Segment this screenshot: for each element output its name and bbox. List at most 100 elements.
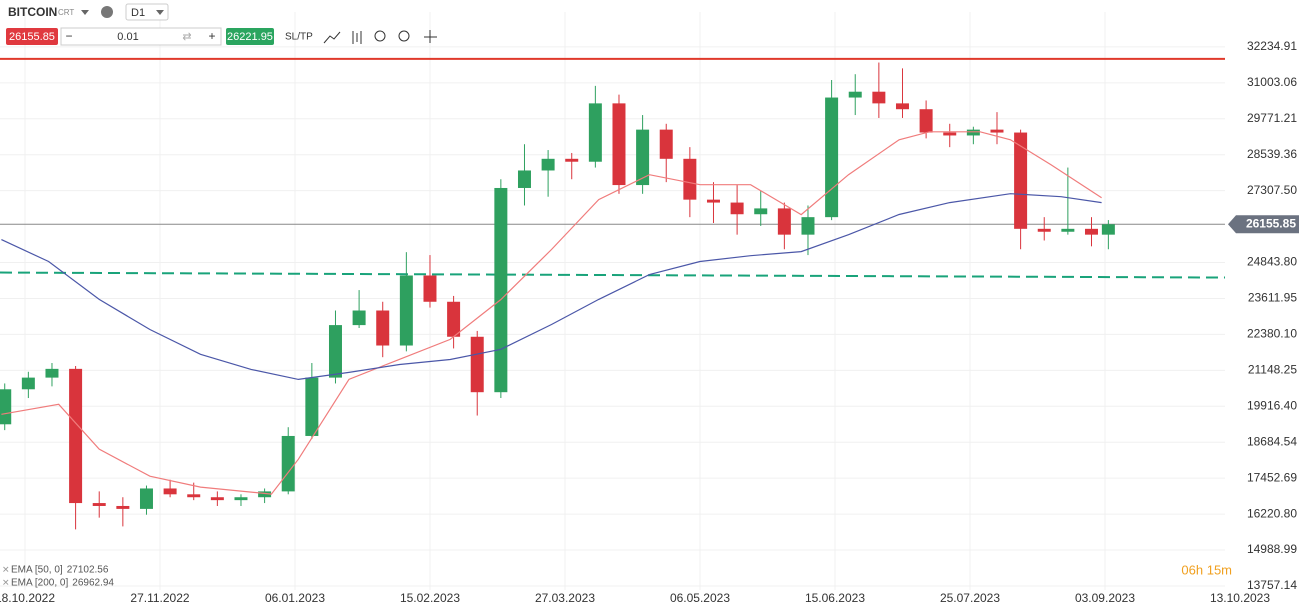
candle-body [45, 368, 59, 378]
buy-button[interactable] [226, 28, 274, 45]
candle-body [163, 488, 177, 495]
x-tick-label: 06.05.2023 [670, 591, 730, 605]
x-tick-label: 03.09.2023 [1075, 591, 1135, 605]
candle-body [966, 129, 980, 136]
x-tick-label: 13.10.2023 [1210, 591, 1270, 605]
x-tick-label: 27.11.2022 [130, 591, 189, 605]
candle-body [1084, 228, 1098, 235]
legend-icon: ✕ [2, 577, 10, 587]
marks [0, 57, 1226, 530]
candle-body [423, 275, 437, 302]
minus[interactable]: − [65, 29, 72, 43]
legend-icon: ✕ [2, 564, 10, 574]
candle-body [683, 158, 697, 200]
swap-icon[interactable]: ⇄ [182, 31, 191, 43]
y-tick-label: 19916.40 [1247, 398, 1297, 412]
candle-body [92, 503, 106, 506]
candle-body [801, 217, 815, 235]
candle-body [1037, 228, 1051, 232]
y-tick-label: 18684.54 [1247, 434, 1297, 448]
sell-price: 26155.85 [9, 31, 55, 43]
candle-body [376, 310, 390, 346]
y-tick-label: 22380.10 [1247, 327, 1297, 341]
plus[interactable]: + [208, 29, 215, 43]
ema-line [1, 193, 1102, 381]
x-tick-label: 06.01.2023 [265, 591, 325, 605]
x-tick-label: 18.10.2022 [0, 591, 55, 605]
info-icon[interactable] [101, 6, 113, 18]
candle-body [21, 377, 35, 390]
candle-body [636, 129, 650, 186]
y-tick-label: 31003.06 [1247, 75, 1297, 89]
dropdown-arrow[interactable] [81, 10, 89, 15]
candle-body [187, 494, 201, 498]
toolbar: BITCOIN CRT D1 26155.85 − 0.01 ⇄ + 26221… [6, 3, 437, 46]
x-tick-label: 15.02.2023 [400, 591, 460, 605]
candle-body [139, 488, 153, 509]
candle-body [706, 199, 720, 203]
candle-body [730, 202, 744, 215]
grid [0, 12, 1225, 590]
current-price-label: 26155.85 [1246, 216, 1296, 230]
volume-box[interactable] [60, 27, 222, 46]
candle-body [588, 103, 602, 162]
candle-body [352, 310, 366, 326]
sltp[interactable]: SL/TP [285, 32, 313, 43]
candle-body [1014, 132, 1028, 229]
candle-body [116, 505, 130, 509]
y-tick-label: 28539.36 [1247, 147, 1297, 161]
candle-body [777, 208, 791, 235]
candle-body [281, 435, 295, 492]
crosshair-tool[interactable] [424, 30, 437, 43]
y-tick-label: 16220.80 [1247, 506, 1297, 520]
zoom-in[interactable] [398, 30, 410, 42]
legend-name: EMA [50, 0] [11, 565, 63, 576]
y-tick-label: 32234.91 [1247, 39, 1297, 53]
candle-body [1061, 228, 1075, 232]
candle-body [541, 158, 555, 171]
candle-body [990, 129, 1004, 133]
candle-body [895, 103, 909, 110]
interval-box[interactable] [125, 3, 169, 21]
x-tick-label: 15.06.2023 [805, 591, 865, 605]
candle-body [517, 170, 531, 188]
market: CRT [58, 8, 74, 17]
line-tool[interactable] [323, 31, 341, 44]
candle-body [210, 497, 224, 501]
candle-body [1101, 224, 1115, 235]
candle-body [470, 336, 484, 393]
x-tick-label: 25.07.2023 [940, 591, 1000, 605]
symbol[interactable]: BITCOIN [8, 5, 57, 19]
candle-body [0, 389, 12, 425]
y-tick-label: 14988.99 [1247, 542, 1297, 556]
countdown: 06h 15m [1181, 562, 1232, 577]
y-tick-label: 23611.95 [1248, 291, 1297, 305]
legend-name: EMA [200, 0] [11, 578, 68, 589]
candle-body [399, 275, 413, 346]
y-tick-label: 24843.80 [1247, 255, 1297, 269]
y-tick-label: 13757.14 [1247, 578, 1297, 592]
candle-body [919, 109, 933, 133]
candle-body [328, 325, 342, 378]
candle-body [943, 132, 957, 136]
trend-line [0, 271, 1226, 279]
volume: 0.01 [117, 31, 138, 43]
candle-body [848, 91, 862, 98]
candle-body [305, 377, 319, 436]
x-tick-label: 27.03.2023 [535, 591, 595, 605]
candle-body [447, 301, 461, 337]
current-price-tag [1228, 215, 1299, 234]
zoom-out[interactable] [374, 30, 386, 42]
y-tick-label: 17452.69 [1247, 470, 1297, 484]
interval-arrow [156, 10, 164, 15]
chart-type-tool[interactable] [352, 31, 362, 44]
candle-body [659, 129, 673, 159]
buy-price: 26221.95 [227, 31, 273, 43]
candle-body [825, 97, 839, 218]
sell-button[interactable] [6, 28, 58, 45]
y-tick-label: 29771.21 [1247, 111, 1297, 125]
candle-body [234, 497, 248, 501]
candle-body [69, 368, 83, 504]
